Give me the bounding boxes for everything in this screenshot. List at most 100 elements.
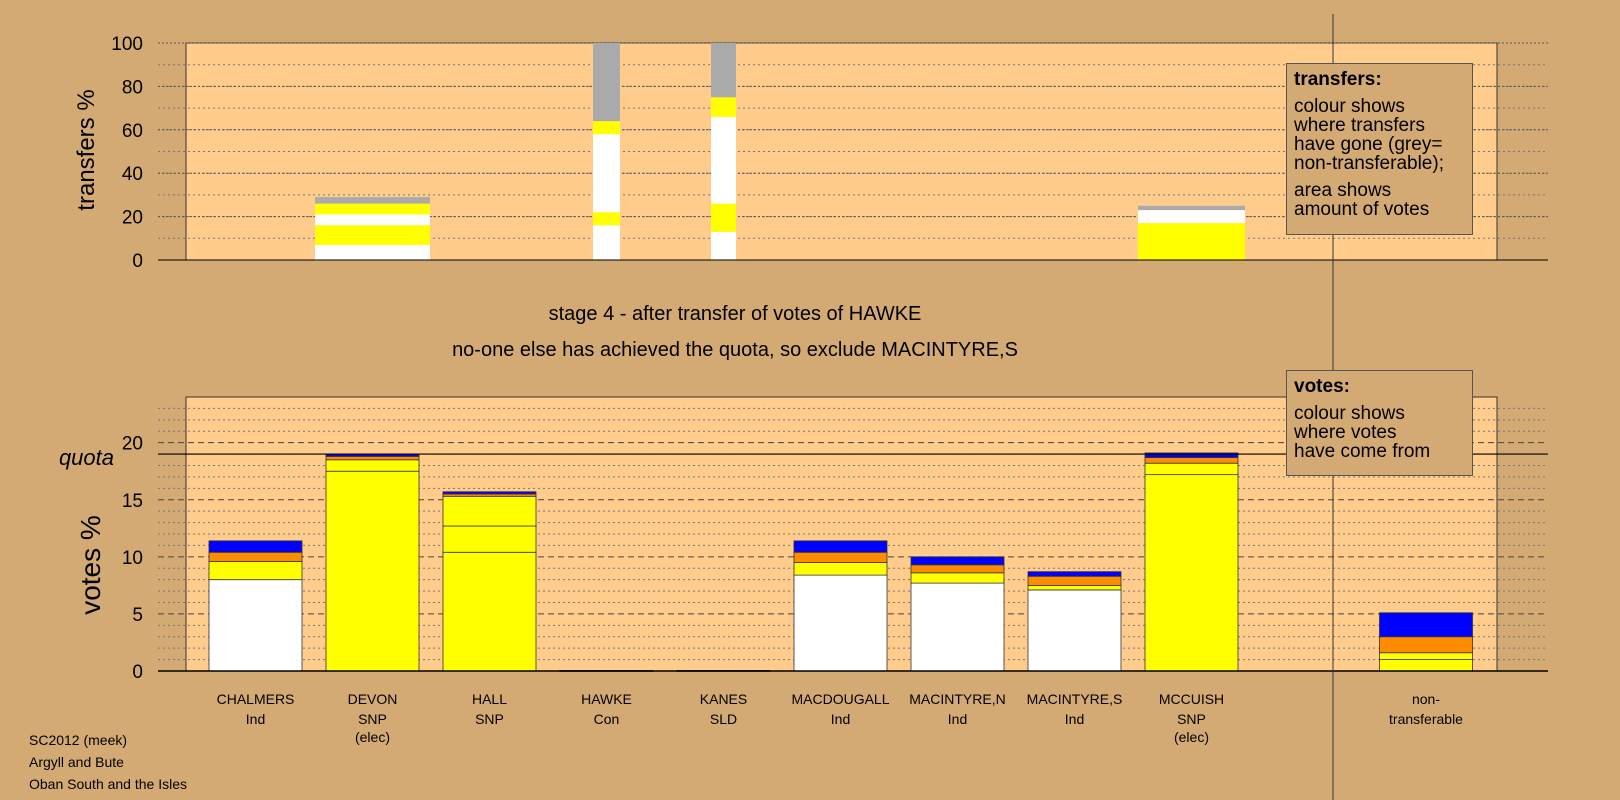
vote-segment <box>910 572 1005 584</box>
transfer-segment <box>1138 205 1245 211</box>
votes-legend-title: votes: <box>1294 376 1350 397</box>
transfer-segment <box>711 43 736 98</box>
transfer-segment <box>711 231 736 260</box>
votes-y-tick-label: 20 <box>122 434 143 455</box>
candidate-name-label: DEVON <box>348 691 398 707</box>
votes-legend-line1: colour shows <box>1294 403 1405 424</box>
candidate-party-label: SNP <box>358 711 387 727</box>
vote-segment <box>910 582 1005 672</box>
vote-segment <box>325 470 420 672</box>
vote-segment <box>793 574 888 672</box>
footer-line1: SC2012 (meek) <box>29 732 128 748</box>
candidate-party-label: Ind <box>948 711 967 727</box>
transfer-segment <box>1138 210 1245 224</box>
vote-segment <box>1027 571 1122 577</box>
vote-segment <box>208 561 303 581</box>
candidate-party-label: Ind <box>246 711 265 727</box>
transfer-segment <box>315 214 430 226</box>
votes-legend: votes: colour shows where votes have com… <box>1286 370 1473 476</box>
nontransferable-label-line2: transferable <box>1389 711 1463 727</box>
vote-segment <box>793 551 888 563</box>
transfers-legend-line4: non-transferable); <box>1294 153 1444 174</box>
votes-y-tick-label: 5 <box>132 605 143 626</box>
vote-segment <box>442 491 537 495</box>
candidate-name-label: HALL <box>472 691 507 707</box>
candidate-status-label: (elec) <box>355 729 390 745</box>
candidate-party-label: SNP <box>475 711 504 727</box>
stage-title: stage 4 - after transfer of votes of HAW… <box>549 303 922 325</box>
transfer-segment <box>593 121 620 135</box>
footer-line2: Argyll and Bute <box>29 754 124 770</box>
transfers-legend-line6: amount of votes <box>1294 199 1430 220</box>
vote-segment <box>442 551 537 672</box>
votes-legend-line2: where votes <box>1294 422 1397 443</box>
candidate-status-label: (elec) <box>1174 729 1209 745</box>
vote-segment <box>1144 457 1239 464</box>
transfers-axis: 0 20 40 60 80 100 <box>111 34 1548 272</box>
transfer-segment <box>315 203 430 215</box>
vote-segment <box>1379 659 1473 672</box>
candidate-name-label: MACDOUGALL <box>791 691 889 707</box>
votes-bars <box>208 452 1473 672</box>
candidate-party-label: Ind <box>1065 711 1084 727</box>
vote-segment <box>1144 462 1239 476</box>
vote-segment <box>208 540 303 553</box>
transfers-legend: transfers: colour shows where transfers … <box>1286 63 1473 235</box>
transfers-legend-line3: have gone (grey= <box>1294 134 1443 155</box>
votes-legend-line3: have come from <box>1294 441 1431 462</box>
transfers-legend-line1: colour shows <box>1294 96 1405 117</box>
transfer-segment <box>593 225 620 260</box>
transfers-y-axis-label: transfers % <box>73 89 100 210</box>
nontransferable-label-line1: non- <box>1412 691 1440 707</box>
quota-label: quota <box>59 445 114 470</box>
vote-segment <box>325 455 420 461</box>
candidate-name-label: CHALMERS <box>217 691 295 707</box>
transfer-segment <box>593 43 620 122</box>
candidate-name-label: MACINTYRE,N <box>909 691 1005 707</box>
vote-segment <box>1144 452 1239 458</box>
candidate-name-label: HAWKE <box>581 691 632 707</box>
transfers-legend-title: transfers: <box>1294 69 1382 90</box>
vote-segment <box>1027 589 1122 672</box>
votes-y-tick-label: 15 <box>122 491 143 512</box>
vote-segment <box>442 525 537 553</box>
transfers-legend-line5: area shows <box>1294 180 1392 201</box>
transfer-segment <box>1138 223 1245 260</box>
transfer-segment <box>315 225 430 245</box>
candidate-name-label: MACINTYRE,S <box>1027 691 1123 707</box>
vote-segment <box>442 495 537 527</box>
transfer-segment <box>315 197 430 204</box>
candidate-name-label: MCCUISH <box>1159 691 1224 707</box>
vote-segment <box>793 540 888 553</box>
transfers-y-tick-label: 40 <box>122 164 143 185</box>
votes-y-tick-label: 0 <box>132 662 143 683</box>
vote-segment <box>910 564 1005 574</box>
vote-segment <box>208 551 303 562</box>
votes-y-axis-label: votes % <box>75 515 106 615</box>
transfer-segment <box>593 134 620 213</box>
transfer-segment <box>315 244 430 260</box>
transfers-bars <box>315 43 1245 260</box>
transfers-y-tick-label: 0 <box>132 251 143 272</box>
transfers-y-tick-label: 100 <box>111 34 143 55</box>
transfer-segment <box>711 116 736 204</box>
vote-segment <box>208 579 303 672</box>
transfers-y-tick-label: 80 <box>122 77 143 98</box>
candidate-name-label: KANES <box>700 691 747 707</box>
transfers-y-tick-label: 20 <box>122 208 143 229</box>
stage-subtitle: no-one else has achieved the quota, so e… <box>452 339 1018 361</box>
transfer-segment <box>593 212 620 226</box>
candidate-party-label: Ind <box>831 711 850 727</box>
vote-segment <box>1144 474 1239 672</box>
candidate-party-label: Con <box>594 711 620 727</box>
transfer-segment <box>711 203 736 232</box>
vote-segment <box>1379 612 1473 638</box>
candidate-party-label: SNP <box>1177 711 1206 727</box>
vote-segment <box>793 562 888 576</box>
transfer-segment <box>711 97 736 117</box>
transfers-y-tick-label: 60 <box>122 121 143 142</box>
vote-segment <box>1027 584 1122 591</box>
vote-segment <box>1379 636 1473 654</box>
vote-segment <box>910 556 1005 566</box>
